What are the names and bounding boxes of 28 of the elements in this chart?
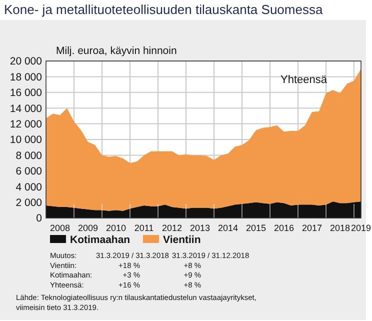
y-tick-label: 4 000 [16,181,42,194]
y-tick-label: 8 000 [16,150,42,162]
x-tick-label: 2010 [106,223,126,233]
y-tick-label: 14 000 [10,102,42,115]
x-tick-label: 2015 [246,223,266,233]
x-tick-label: 2013 [190,223,210,233]
annotation: Yhteensä [280,74,328,86]
x-tick-label: 2011 [134,223,154,233]
y-tick-label: 10 000 [10,134,42,146]
y-axis-title: Milj. euroa, käyvin hinnoin [56,45,177,57]
x-tick-label: 2008 [50,223,70,233]
legend-label: Kotimaahan [70,234,130,246]
y-tick-label: 2 000 [16,196,42,209]
y-tick-label: 6 000 [16,166,42,178]
chart-title: Kone- ja metallituoteteollisuuden tilauskanta Suomessa [4,2,324,17]
y-tick-label: 12 000 [10,118,42,130]
x-tick-label: 2014 [218,223,238,233]
x-tick-label: 2016 [274,223,294,233]
x-tick-label: 2018 [330,223,350,233]
y-tick-label: 0 [36,212,42,225]
x-tick-label: 2012 [162,223,182,233]
y-tick-label: 18 000 [10,71,42,84]
legend-label: Vientiin [163,234,201,246]
x-tick-label: 2019 [350,223,372,233]
x-tick-label: 2009 [78,223,98,233]
y-tick-label: 16 000 [10,87,42,100]
y-tick-label: 20 000 [10,56,42,68]
x-tick-label: 2017 [302,223,322,233]
